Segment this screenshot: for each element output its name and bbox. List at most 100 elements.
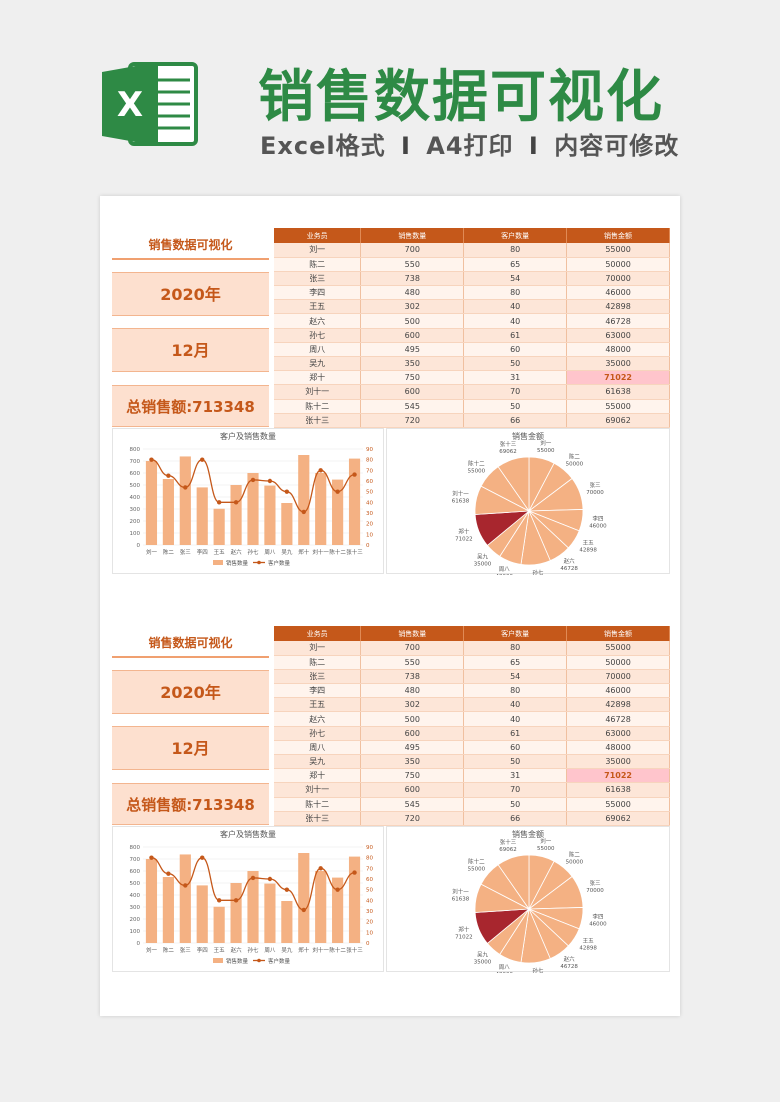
table-cell[interactable]: 66 xyxy=(463,413,568,428)
table-cell[interactable]: 71022 xyxy=(566,768,670,784)
table-cell[interactable]: 31 xyxy=(463,768,568,784)
table-cell[interactable]: 王五 xyxy=(274,299,362,315)
line-point[interactable] xyxy=(301,509,306,515)
table-cell[interactable]: 40 xyxy=(463,299,568,315)
table-cell[interactable]: 70 xyxy=(463,384,568,400)
table-cell[interactable]: 陈二 xyxy=(274,257,362,272)
pie-slice[interactable] xyxy=(497,854,530,911)
line-point[interactable] xyxy=(183,883,188,888)
bar[interactable] xyxy=(213,508,225,545)
table-cell[interactable]: 495 xyxy=(360,342,465,358)
line-point[interactable] xyxy=(250,875,256,881)
bar[interactable] xyxy=(315,473,327,545)
table-cell[interactable]: 480 xyxy=(360,683,465,699)
table-cell[interactable]: 40 xyxy=(463,711,568,727)
year-cell[interactable]: 2020年 xyxy=(112,272,269,316)
table-cell[interactable]: 50000 xyxy=(566,655,670,670)
table-cell[interactable]: 刘十一 xyxy=(274,782,362,798)
table-cell[interactable]: 陈二 xyxy=(274,655,362,670)
total-sales-cell[interactable]: 总销售额:713348 xyxy=(112,385,269,427)
table-cell[interactable]: 65 xyxy=(463,655,568,670)
table-cell[interactable]: 66 xyxy=(463,811,568,826)
line-point[interactable] xyxy=(301,907,306,913)
bar[interactable] xyxy=(315,871,327,943)
table-cell[interactable]: 600 xyxy=(360,384,465,400)
line-point[interactable] xyxy=(284,887,290,892)
table-cell[interactable]: 40 xyxy=(463,313,568,329)
bar[interactable] xyxy=(179,456,191,545)
table-cell[interactable]: 50 xyxy=(463,356,568,372)
month-cell[interactable]: 12月 xyxy=(112,726,269,770)
line-point[interactable] xyxy=(216,898,222,903)
bar[interactable] xyxy=(281,901,293,943)
table-cell[interactable]: 545 xyxy=(360,797,465,812)
line-point[interactable] xyxy=(318,468,323,473)
table-cell[interactable]: 陈十二 xyxy=(274,797,362,812)
bar[interactable] xyxy=(230,883,242,943)
table-cell[interactable]: 46728 xyxy=(566,313,670,329)
line-point[interactable] xyxy=(352,870,357,875)
bar[interactable] xyxy=(348,856,361,943)
table-cell[interactable]: 55000 xyxy=(566,399,670,414)
table-cell[interactable]: 吴九 xyxy=(274,754,362,770)
bar[interactable] xyxy=(332,479,344,545)
column-header[interactable]: 销售金额 xyxy=(566,626,670,641)
table-cell[interactable]: 63000 xyxy=(566,328,670,343)
table-cell[interactable]: 李四 xyxy=(274,683,362,699)
table-cell[interactable]: 郑十 xyxy=(274,768,362,784)
column-header[interactable]: 销售金额 xyxy=(566,228,670,243)
table-cell[interactable]: 50 xyxy=(463,399,568,414)
table-cell[interactable]: 陈十二 xyxy=(274,399,362,414)
line-point[interactable] xyxy=(166,871,171,876)
bar[interactable] xyxy=(145,859,158,943)
table-cell[interactable]: 65 xyxy=(463,257,568,272)
table-cell[interactable]: 刘一 xyxy=(274,641,362,656)
table-cell[interactable]: 70000 xyxy=(566,271,670,287)
table-cell[interactable]: 赵六 xyxy=(274,711,362,727)
table-cell[interactable]: 赵六 xyxy=(274,313,362,329)
table-cell[interactable]: 孙七 xyxy=(274,726,362,741)
bar[interactable] xyxy=(162,479,174,545)
table-cell[interactable]: 张十三 xyxy=(274,811,362,826)
column-header[interactable]: 销售数量 xyxy=(360,626,465,641)
line-point[interactable] xyxy=(335,489,340,494)
table-cell[interactable]: 80 xyxy=(463,683,568,699)
bar[interactable] xyxy=(298,853,310,943)
year-cell[interactable]: 2020年 xyxy=(112,670,269,714)
month-cell[interactable]: 12月 xyxy=(112,328,269,372)
table-cell[interactable]: 350 xyxy=(360,356,465,372)
table-cell[interactable]: 46728 xyxy=(566,711,670,727)
table-cell[interactable]: 张十三 xyxy=(274,413,362,428)
bar[interactable] xyxy=(247,871,259,943)
line-point[interactable] xyxy=(183,485,188,490)
table-cell[interactable]: 54 xyxy=(463,669,568,685)
table-cell[interactable]: 吴九 xyxy=(274,356,362,372)
table-cell[interactable]: 46000 xyxy=(566,285,670,301)
line-point[interactable] xyxy=(318,866,323,871)
table-cell[interactable]: 550 xyxy=(360,257,465,272)
table-cell[interactable]: 61 xyxy=(463,726,568,741)
bar[interactable] xyxy=(298,455,310,545)
table-cell[interactable]: 周八 xyxy=(274,342,362,358)
line-point[interactable] xyxy=(233,898,239,903)
table-cell[interactable]: 张三 xyxy=(274,271,362,287)
table-cell[interactable]: 302 xyxy=(360,299,465,315)
table-cell[interactable]: 郑十 xyxy=(274,370,362,386)
bar[interactable] xyxy=(145,461,158,545)
table-cell[interactable]: 55000 xyxy=(566,641,670,656)
bar[interactable] xyxy=(348,458,361,545)
table-cell[interactable]: 48000 xyxy=(566,342,670,358)
column-header[interactable]: 销售数量 xyxy=(360,228,465,243)
table-cell[interactable]: 54 xyxy=(463,271,568,287)
line-point[interactable] xyxy=(149,855,154,860)
line-point[interactable] xyxy=(149,457,154,462)
table-cell[interactable]: 80 xyxy=(463,641,568,656)
bar[interactable] xyxy=(196,885,208,943)
table-cell[interactable]: 61638 xyxy=(566,782,670,798)
table-cell[interactable]: 46000 xyxy=(566,683,670,699)
table-cell[interactable]: 50 xyxy=(463,754,568,770)
bar[interactable] xyxy=(179,854,191,943)
table-cell[interactable]: 70000 xyxy=(566,669,670,685)
bar[interactable] xyxy=(332,877,344,943)
table-cell[interactable]: 70 xyxy=(463,782,568,798)
